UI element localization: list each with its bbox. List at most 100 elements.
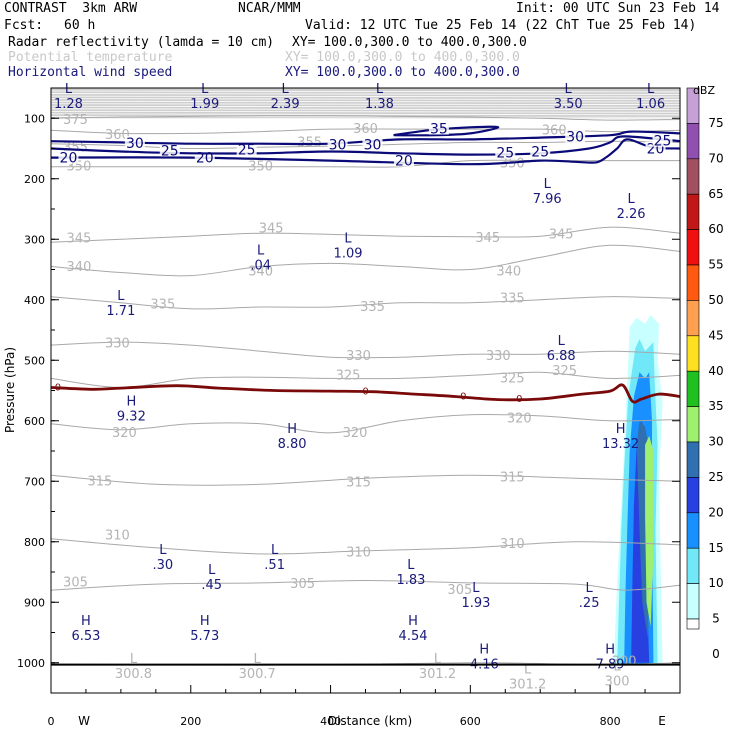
wind-label: 25 [161, 143, 179, 159]
marker-value: 5.73 [190, 629, 219, 644]
colorbar-label: 15 [708, 541, 723, 555]
y-tick-label: 700 [24, 475, 45, 488]
marker-value: 1.93 [461, 596, 490, 611]
theta-label: 340 [496, 264, 521, 279]
colorbar-label: 20 [708, 505, 723, 519]
y-tick-label: 800 [24, 536, 45, 549]
x-tick-label-200: 200 [180, 715, 201, 728]
freezing-level-label: 0 [362, 387, 368, 398]
marker-value: 9.32 [117, 410, 146, 425]
wind-label: 25 [531, 145, 549, 161]
colorbar-swatch-50 [687, 265, 699, 300]
wind-label: 20 [395, 154, 413, 170]
colorbar-label: 50 [708, 293, 723, 307]
colorbar-label: 40 [708, 364, 723, 378]
wind-label: 25 [238, 143, 256, 159]
freezing-level-label: 0 [55, 382, 61, 393]
theta-label: 350 [248, 160, 273, 175]
colorbar-swatch-65 [687, 159, 699, 194]
x-tick-label-600: 600 [460, 715, 481, 728]
wind-label: 30 [329, 137, 347, 153]
colorbar-label: 30 [708, 435, 723, 449]
marker-letter: H [287, 422, 297, 437]
marker-letter: H [616, 422, 626, 437]
colorbar-label: 60 [708, 222, 723, 236]
colorbar-swatch-70 [687, 123, 699, 158]
colorbar-label: 55 [708, 258, 723, 272]
marker-low: L1.38 [365, 82, 394, 112]
y-tick-label: 100 [24, 112, 45, 125]
marker-letter: L [257, 243, 265, 258]
marker-value: 1.83 [396, 573, 425, 588]
theta-label: 335 [150, 298, 175, 313]
colorbar-label: 10 [708, 576, 723, 590]
marker-value: 1.71 [106, 304, 135, 319]
colorbar-label: 5 [712, 612, 720, 626]
marker-letter: L [117, 289, 125, 304]
freezing-level-label: 0 [460, 392, 466, 403]
theta-label: 345 [259, 221, 284, 236]
colorbar-swatch-35 [687, 371, 699, 406]
theta-label: 325 [552, 364, 577, 379]
marker-value: 7.96 [533, 192, 562, 207]
colorbar-label: 45 [708, 328, 723, 342]
colorbar-swatch-40 [687, 336, 699, 371]
marker-value: 300.7 [239, 667, 276, 682]
colorbar-label: 70 [708, 151, 723, 165]
y-tick-label: 600 [24, 415, 45, 428]
marker-value: 300.8 [115, 667, 152, 682]
marker-value: 8.80 [278, 437, 307, 452]
colorbar-label: 75 [708, 116, 723, 130]
marker-value: 1.38 [365, 97, 394, 112]
marker-value: 3.50 [554, 97, 583, 112]
theta-label: 320 [112, 426, 137, 441]
theta-label: 315 [88, 474, 113, 489]
theta-label: 325 [500, 371, 525, 386]
wind-label: 30 [566, 129, 584, 145]
theta-label: 330 [346, 349, 371, 364]
marker-value: .30 [152, 558, 173, 573]
y-tick-label: 200 [24, 173, 45, 186]
wind-label: 25 [654, 134, 672, 150]
colorbar: 757065605550454035302520151050 [687, 88, 724, 661]
theta-label: 310 [105, 529, 130, 544]
marker-letter: L [586, 581, 594, 596]
marker-low: L3.50 [554, 82, 583, 112]
marker-value: 2.26 [617, 207, 646, 222]
marker-letter: L [282, 82, 290, 97]
theta-label: 310 [346, 546, 371, 561]
east-label: E [658, 714, 666, 728]
marker-letter: H [81, 614, 91, 629]
colorbar-swatch-5 [687, 584, 699, 619]
marker-value: 2.39 [271, 97, 300, 112]
y-tick-label: 300 [24, 233, 45, 246]
wind-label: 20 [60, 151, 78, 167]
colorbar-swatch-10 [687, 548, 699, 583]
marker-letter: L [472, 581, 480, 596]
theta-label: 345 [475, 231, 500, 246]
theta-label: 335 [360, 300, 385, 315]
marker-value: .25 [579, 596, 600, 611]
marker-letter: H [479, 643, 489, 658]
marker-letter: L [544, 177, 552, 192]
marker-letter: L [65, 82, 73, 97]
marker-letter: H [200, 614, 210, 629]
theta-label: 340 [67, 260, 92, 275]
marker-value: 1.99 [190, 97, 219, 112]
y-tick-label: 1000 [17, 657, 45, 670]
theta-label: 335 [500, 292, 525, 307]
marker-letter: L [159, 543, 167, 558]
y-tick-label: 900 [24, 596, 45, 609]
marker-value: 1.06 [636, 97, 665, 112]
theta-label: 330 [105, 336, 130, 351]
marker-value: 1.09 [334, 246, 363, 261]
wind-label: 35 [430, 122, 448, 138]
marker-value: 6.88 [547, 349, 576, 364]
colorbar-swatch-20 [687, 477, 699, 512]
theta-label: 345 [67, 232, 92, 247]
marker-value: 13.32 [602, 437, 639, 452]
y-tick-label: 500 [24, 354, 45, 367]
y-axis-title: Pressure (hPa) [3, 347, 17, 433]
theta-label: 375 [63, 113, 88, 128]
colorbar-swatch-30 [687, 407, 699, 442]
